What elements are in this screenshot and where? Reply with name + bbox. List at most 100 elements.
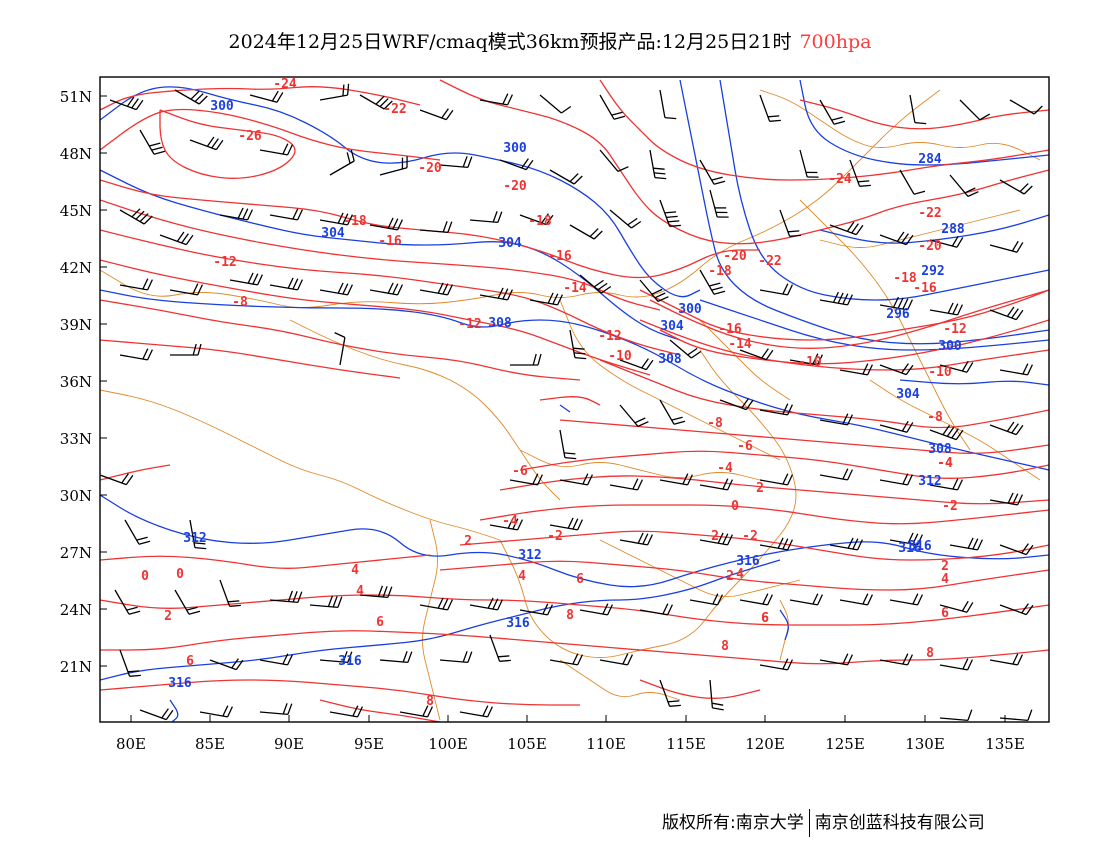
temperature-label: -18 — [893, 271, 917, 286]
temperature-label: 8 — [721, 639, 729, 654]
temperature-contour-line — [519, 450, 1049, 479]
height-label: 316 — [736, 554, 760, 569]
temperature-label: -20 — [723, 249, 747, 264]
temperature-contour-line — [639, 289, 1049, 341]
temperature-label: 6 — [941, 606, 949, 621]
wind-barb — [569, 224, 603, 240]
temperature-label: -8 — [232, 295, 248, 310]
wind-barb — [559, 429, 577, 460]
temperature-contour-line — [100, 464, 171, 481]
wind-barb — [959, 99, 991, 121]
wind-barb — [139, 129, 166, 155]
lon-tick-label: 120E — [745, 735, 785, 753]
wind-barb — [229, 272, 263, 286]
wind-barb — [139, 708, 174, 721]
lat-tick-label: 48N — [60, 145, 92, 163]
wind-barb — [170, 343, 202, 356]
wind-barb — [929, 302, 963, 316]
wind-barb — [479, 287, 513, 301]
temperature-label: 4 — [356, 584, 364, 599]
temperature-label: -12 — [943, 322, 966, 337]
temperature-label: -20 — [418, 161, 442, 176]
wind-barb — [709, 679, 724, 711]
copyright-right: 南京创蓝科技有限公司 — [814, 813, 985, 833]
temperature-label: -12 — [458, 317, 481, 332]
wind-barb — [799, 149, 819, 178]
wind-barb — [639, 603, 673, 616]
height-label: 300 — [210, 99, 234, 114]
wind-barb — [639, 279, 669, 302]
wind-barb — [599, 94, 626, 120]
temperature-contour-line — [100, 679, 580, 706]
wind-barb — [989, 653, 1023, 666]
temperature-label: -4 — [717, 461, 733, 476]
wind-barb — [879, 231, 914, 246]
wind-barb — [510, 353, 542, 366]
wind-barb — [989, 240, 1024, 253]
temperature-contour-line — [599, 79, 1049, 181]
temperature-label: 6 — [761, 611, 769, 626]
lat-tick-label: 36N — [60, 373, 92, 391]
wind-barb — [669, 339, 702, 359]
wind-barb — [119, 208, 153, 225]
height-label: 316 — [338, 654, 362, 669]
lon-tick-label: 130E — [905, 735, 945, 753]
wind-barb — [699, 159, 726, 185]
wind-barb — [259, 143, 293, 156]
wind-barbs — [100, 83, 1043, 722]
temperature-label: 8 — [566, 608, 574, 623]
temperature-label: 4 — [736, 567, 744, 582]
wind-barb — [319, 282, 353, 296]
height-label: 316 — [898, 541, 922, 556]
boundary-line — [559, 299, 781, 461]
height-label: 288 — [941, 222, 965, 237]
temperature-label: -16 — [718, 322, 742, 337]
wind-barb — [509, 473, 543, 486]
wind-barb — [949, 174, 979, 197]
wind-barb — [779, 209, 801, 237]
height-label: 300 — [938, 339, 962, 354]
height-label: 304 — [498, 236, 522, 251]
wind-barb — [739, 348, 774, 361]
temperature-label: -10 — [608, 349, 632, 364]
wind-barb — [209, 658, 244, 671]
temperature-contour-line — [439, 560, 1049, 591]
boundary-line — [779, 599, 789, 661]
wind-barb — [789, 593, 823, 606]
wind-barb — [174, 589, 201, 615]
temperature-label: -24 — [273, 77, 297, 92]
wind-barb — [759, 473, 793, 486]
height-label: 308 — [928, 442, 952, 457]
temperature-label: -22 — [918, 206, 941, 221]
height-label: 316 — [908, 539, 932, 554]
boundary-line — [499, 349, 797, 658]
wind-barb — [939, 360, 974, 373]
wind-barb — [789, 353, 823, 366]
height-label: 316 — [506, 616, 530, 631]
height-contour-line — [169, 699, 179, 722]
height-label: 304 — [321, 226, 345, 241]
temperature-contour-line — [499, 475, 1049, 505]
height-contour-line — [899, 379, 1049, 386]
wind-barb — [379, 651, 413, 664]
temperature-label: -2 — [942, 499, 958, 514]
temperature-label: 6 — [761, 611, 769, 626]
lat-tick-label: 45N — [60, 202, 92, 220]
boundary-lines — [100, 89, 1041, 721]
temperature-label: -4 — [502, 514, 518, 529]
wind-barb — [659, 679, 681, 707]
temperature-label: -20 — [503, 179, 527, 194]
wind-barb — [124, 519, 151, 545]
temperature-label: -16 — [913, 281, 937, 296]
wind-barb — [709, 189, 729, 218]
temperature-label: 6 — [576, 572, 584, 587]
temperature-label: -20 — [918, 239, 942, 254]
temperature-label: 4 — [518, 569, 526, 584]
wind-barb — [759, 94, 781, 122]
lat-tick-label: 39N — [60, 316, 92, 334]
wind-barb — [439, 156, 473, 169]
wind-barb — [989, 492, 1023, 506]
temperature-label: 6 — [376, 615, 384, 630]
wind-barb — [699, 478, 733, 491]
